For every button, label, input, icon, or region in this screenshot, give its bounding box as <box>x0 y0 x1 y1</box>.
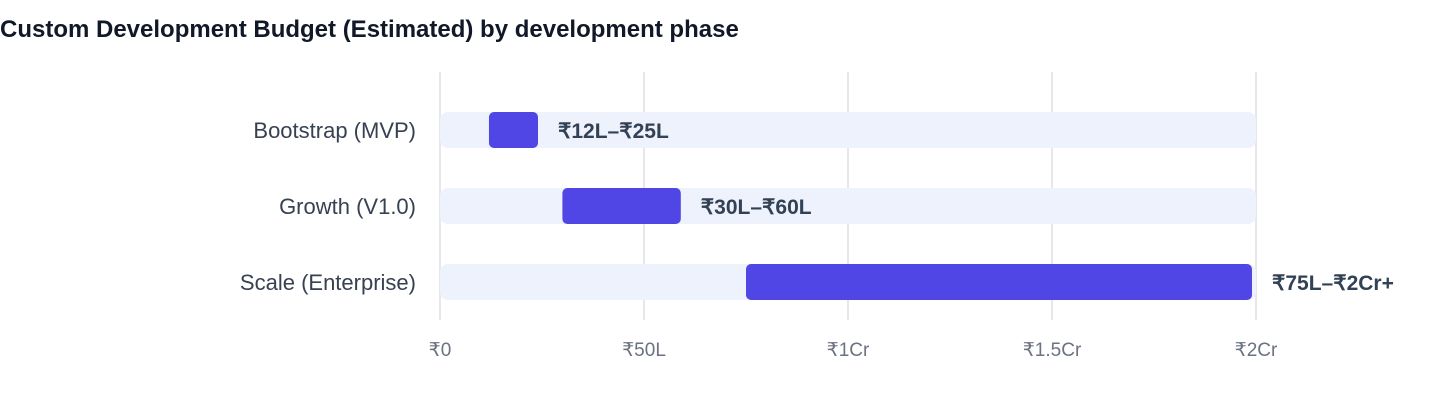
range-bar-bootstrap-mvp[interactable] <box>488 112 538 148</box>
bar-track-bootstrap-mvp <box>440 112 1256 148</box>
data-label: ₹75L–₹2Cr+ <box>1272 272 1394 295</box>
x-tick-label: ₹1.5Cr <box>1023 340 1082 361</box>
range-bar-growth-v1-0[interactable] <box>562 188 681 224</box>
category-label: Bootstrap (MVP) <box>253 118 416 143</box>
data-label: ₹30L–₹60L <box>701 196 812 219</box>
category-label: Scale (Enterprise) <box>240 270 416 295</box>
x-tick-label: ₹0 <box>429 340 452 361</box>
range-bars <box>488 112 1252 300</box>
labels: ₹0 ₹50L ₹1Cr ₹1.5Cr ₹2Cr Bootstrap (MVP) ₹12L–… <box>240 118 1394 361</box>
data-label: ₹12L–₹25L <box>558 120 669 143</box>
range-bar-scale-enterprise[interactable] <box>746 264 1252 300</box>
x-tick-label: ₹2Cr <box>1235 340 1278 361</box>
category-label: Growth (V1.0) <box>279 194 416 219</box>
chart-title: Custom Development Budget (Estimated) by… <box>0 16 739 43</box>
x-tick-label: ₹50L <box>622 340 666 361</box>
x-tick-label: ₹1Cr <box>827 340 870 361</box>
